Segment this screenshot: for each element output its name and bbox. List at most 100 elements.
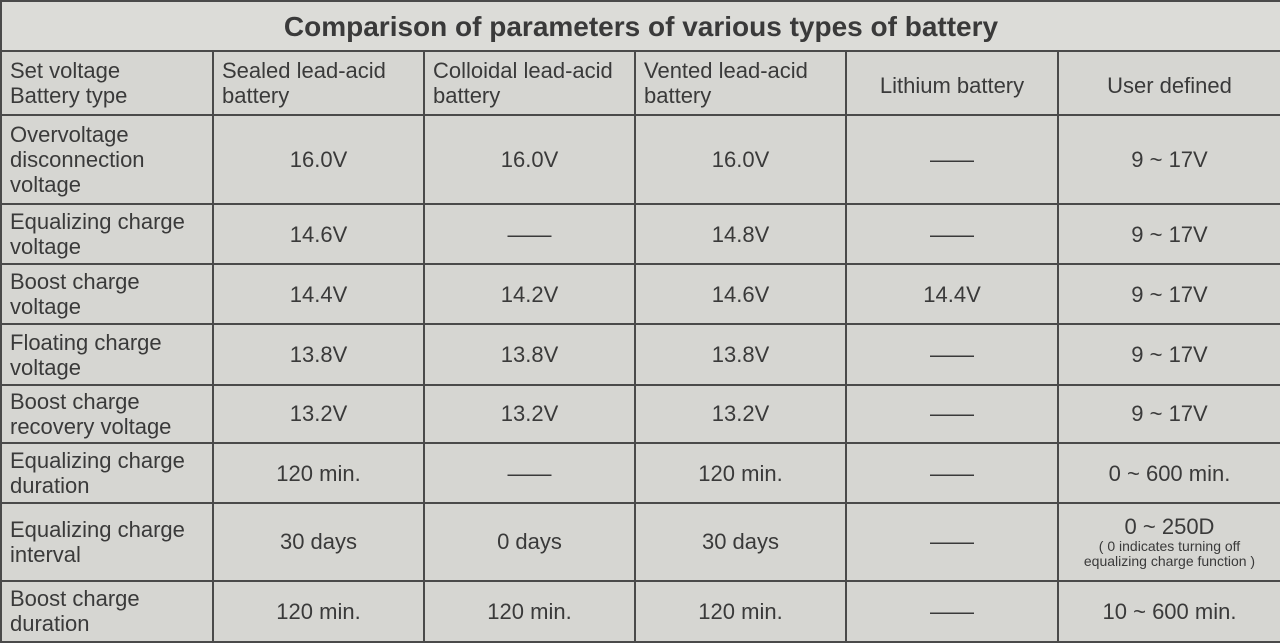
value-cell: —— [845,323,1059,386]
row-label: Boost charge voltage [0,263,214,326]
value-cell: —— [845,442,1059,505]
cell-value: 13.8V [289,342,348,368]
cell-value: 14.2V [500,281,559,307]
value-cell: —— [845,202,1059,266]
cell-value: 13.8V [500,342,559,368]
value-cell: 9 ~ 17V [1057,323,1280,386]
value-cell: 13.2V [212,383,425,445]
value-cell: —— [845,383,1059,445]
row-label: Equalizing charge interval [0,502,214,582]
value-cell: 13.8V [423,323,636,386]
row-label: Overvoltage disconnection voltage [0,113,214,205]
cell-value: 16.0V [711,146,770,172]
value-cell: 10 ~ 600 min. [1057,579,1280,643]
column-header: Colloidal lead-acid battery [423,50,636,116]
cell-value: 120 min. [487,598,572,624]
corner-cell: Set voltage Battery type [0,50,214,116]
value-cell: 16.0V [634,113,847,205]
header-row: Set voltage Battery type Sealed lead-acid … [0,50,1280,116]
value-cell: 13.2V [423,383,636,445]
row-label: Equalizing charge duration [0,442,214,505]
cell-value: 120 min. [276,598,361,624]
row-label: Floating charge voltage [0,323,214,386]
cell-value: —— [930,146,974,172]
data-row: Boost charge recovery voltage 13.2V 13.2V 1… [0,383,1280,445]
cell-value: 0 days [497,529,562,555]
value-cell: 9 ~ 17V [1057,263,1280,326]
value-cell: —— [845,502,1059,582]
data-row: Overvoltage disconnection voltage 16.0V 16… [0,113,1280,205]
cell-value: 9 ~ 17V [1131,281,1208,307]
value-cell: —— [845,113,1059,205]
cell-value: 120 min. [276,460,361,486]
data-row: Equalizing charge interval 30 days 0 days 3… [0,502,1280,582]
value-cell: 14.8V [634,202,847,266]
value-cell: 9 ~ 17V [1057,383,1280,445]
value-cell: 14.4V [845,263,1059,326]
cell-value: —— [930,221,974,247]
table-title: Comparison of parameters of various type… [0,0,1280,53]
value-cell: 0 ~ 600 min. [1057,442,1280,505]
cell-value: 9 ~ 17V [1131,221,1208,247]
cell-value: —— [930,401,974,427]
value-cell: 9 ~ 17V [1057,202,1280,266]
title-row: Comparison of parameters of various type… [0,0,1280,53]
value-cell: 30 days [212,502,425,582]
value-cell: 14.4V [212,263,425,326]
cell-value: —— [930,598,974,624]
row-label: Boost charge recovery voltage [0,383,214,445]
cell-value: 9 ~ 17V [1131,146,1208,172]
cell-value: 14.6V [711,281,770,307]
value-cell: 0 days [423,502,636,582]
data-row: Equalizing charge duration 120 min. —— 120 … [0,442,1280,505]
cell-value: 16.0V [289,146,348,172]
cell-value: 30 days [279,529,358,555]
row-label: Equalizing charge voltage [0,202,214,266]
corner-line: Set voltage [10,58,121,84]
cell-value: 14.4V [923,281,981,307]
cell-value: 0 ~ 250D [1124,514,1215,540]
cell-value: —— [930,460,974,486]
cell-value: 30 days [701,529,780,555]
column-header: Lithium battery [845,50,1059,116]
value-cell: 16.0V [423,113,636,205]
value-cell: —— [423,202,636,266]
cell-value: 13.2V [500,401,559,427]
cell-value: 10 ~ 600 min. [1102,598,1237,624]
value-cell: 13.2V [634,383,847,445]
value-cell: 120 min. [423,579,636,643]
value-cell: 120 min. [212,579,425,643]
value-cell: 13.8V [212,323,425,386]
cell-value: —— [930,529,974,555]
cell-value: —— [507,221,552,247]
cell-value: 14.4V [289,281,348,307]
value-cell: 0 ~ 250D( 0 indicates turning off equali… [1057,502,1280,582]
column-header: User defined [1057,50,1280,116]
data-row: Equalizing charge voltage 14.6V —— 14.8V —— 9… [0,202,1280,266]
value-cell: 120 min. [212,442,425,505]
value-cell: —— [845,579,1059,643]
cell-value: 120 min. [698,598,783,624]
column-header: Vented lead-acid battery [634,50,847,116]
value-cell: 14.6V [634,263,847,326]
cell-value: 9 ~ 17V [1131,401,1208,427]
cell-value: 13.2V [711,401,770,427]
data-row: Boost charge voltage 14.4V 14.2V 14.6V 14.4V… [0,263,1280,326]
cell-value: 16.0V [500,146,559,172]
corner-line: Battery type [10,83,128,109]
value-cell: 14.2V [423,263,636,326]
value-cell: 16.0V [212,113,425,205]
value-cell: 120 min. [634,579,847,643]
data-row: Boost charge duration 120 min. 120 min. 120… [0,579,1280,643]
cell-note: ( 0 indicates turning off equalizing cha… [1083,538,1256,570]
cell-value: 120 min. [698,460,783,486]
cell-value: —— [930,342,974,368]
cell-value: 14.8V [711,221,770,247]
row-label: Boost charge duration [0,579,214,643]
value-cell: —— [423,442,636,505]
cell-value: 0 ~ 600 min. [1108,460,1231,486]
value-cell: 30 days [634,502,847,582]
